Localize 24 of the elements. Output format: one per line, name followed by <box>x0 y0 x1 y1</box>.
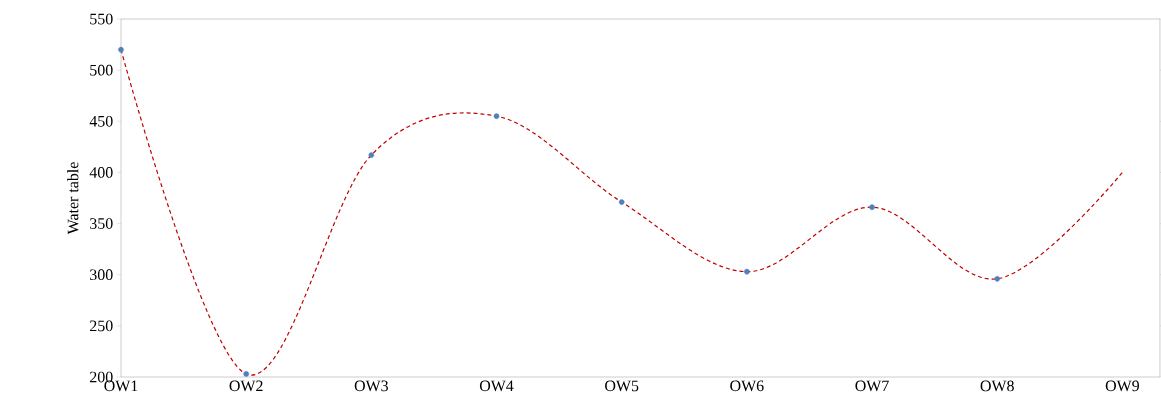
x-tick-label: OW8 <box>980 380 1014 392</box>
y-tick-label: 250 <box>90 320 113 332</box>
point <box>618 199 625 205</box>
point <box>994 276 1000 282</box>
point <box>744 268 750 275</box>
x-tick-label: OW7 <box>855 380 889 392</box>
y-tick-label: 300 <box>90 269 113 281</box>
y-tick-label: 500 <box>90 64 113 76</box>
y-axis-title: Water table <box>67 162 79 235</box>
y-tick-label: 550 <box>90 13 113 25</box>
point <box>243 371 249 377</box>
x-tick-label: OW6 <box>730 380 764 392</box>
x-tick-label: OW9 <box>1105 380 1139 392</box>
y-tick-label: 400 <box>89 167 113 178</box>
point <box>368 152 375 158</box>
x-tick-label: OW2 <box>229 380 263 392</box>
x-tick-label: OW3 <box>354 380 388 392</box>
point <box>493 113 500 119</box>
y-tick-label: 450 <box>89 115 113 127</box>
x-tick-label: OW4 <box>479 380 514 392</box>
x-tick-label: OW5 <box>605 380 639 392</box>
point <box>118 46 124 53</box>
y-tick-label: 350 <box>90 218 113 229</box>
point <box>869 204 875 210</box>
